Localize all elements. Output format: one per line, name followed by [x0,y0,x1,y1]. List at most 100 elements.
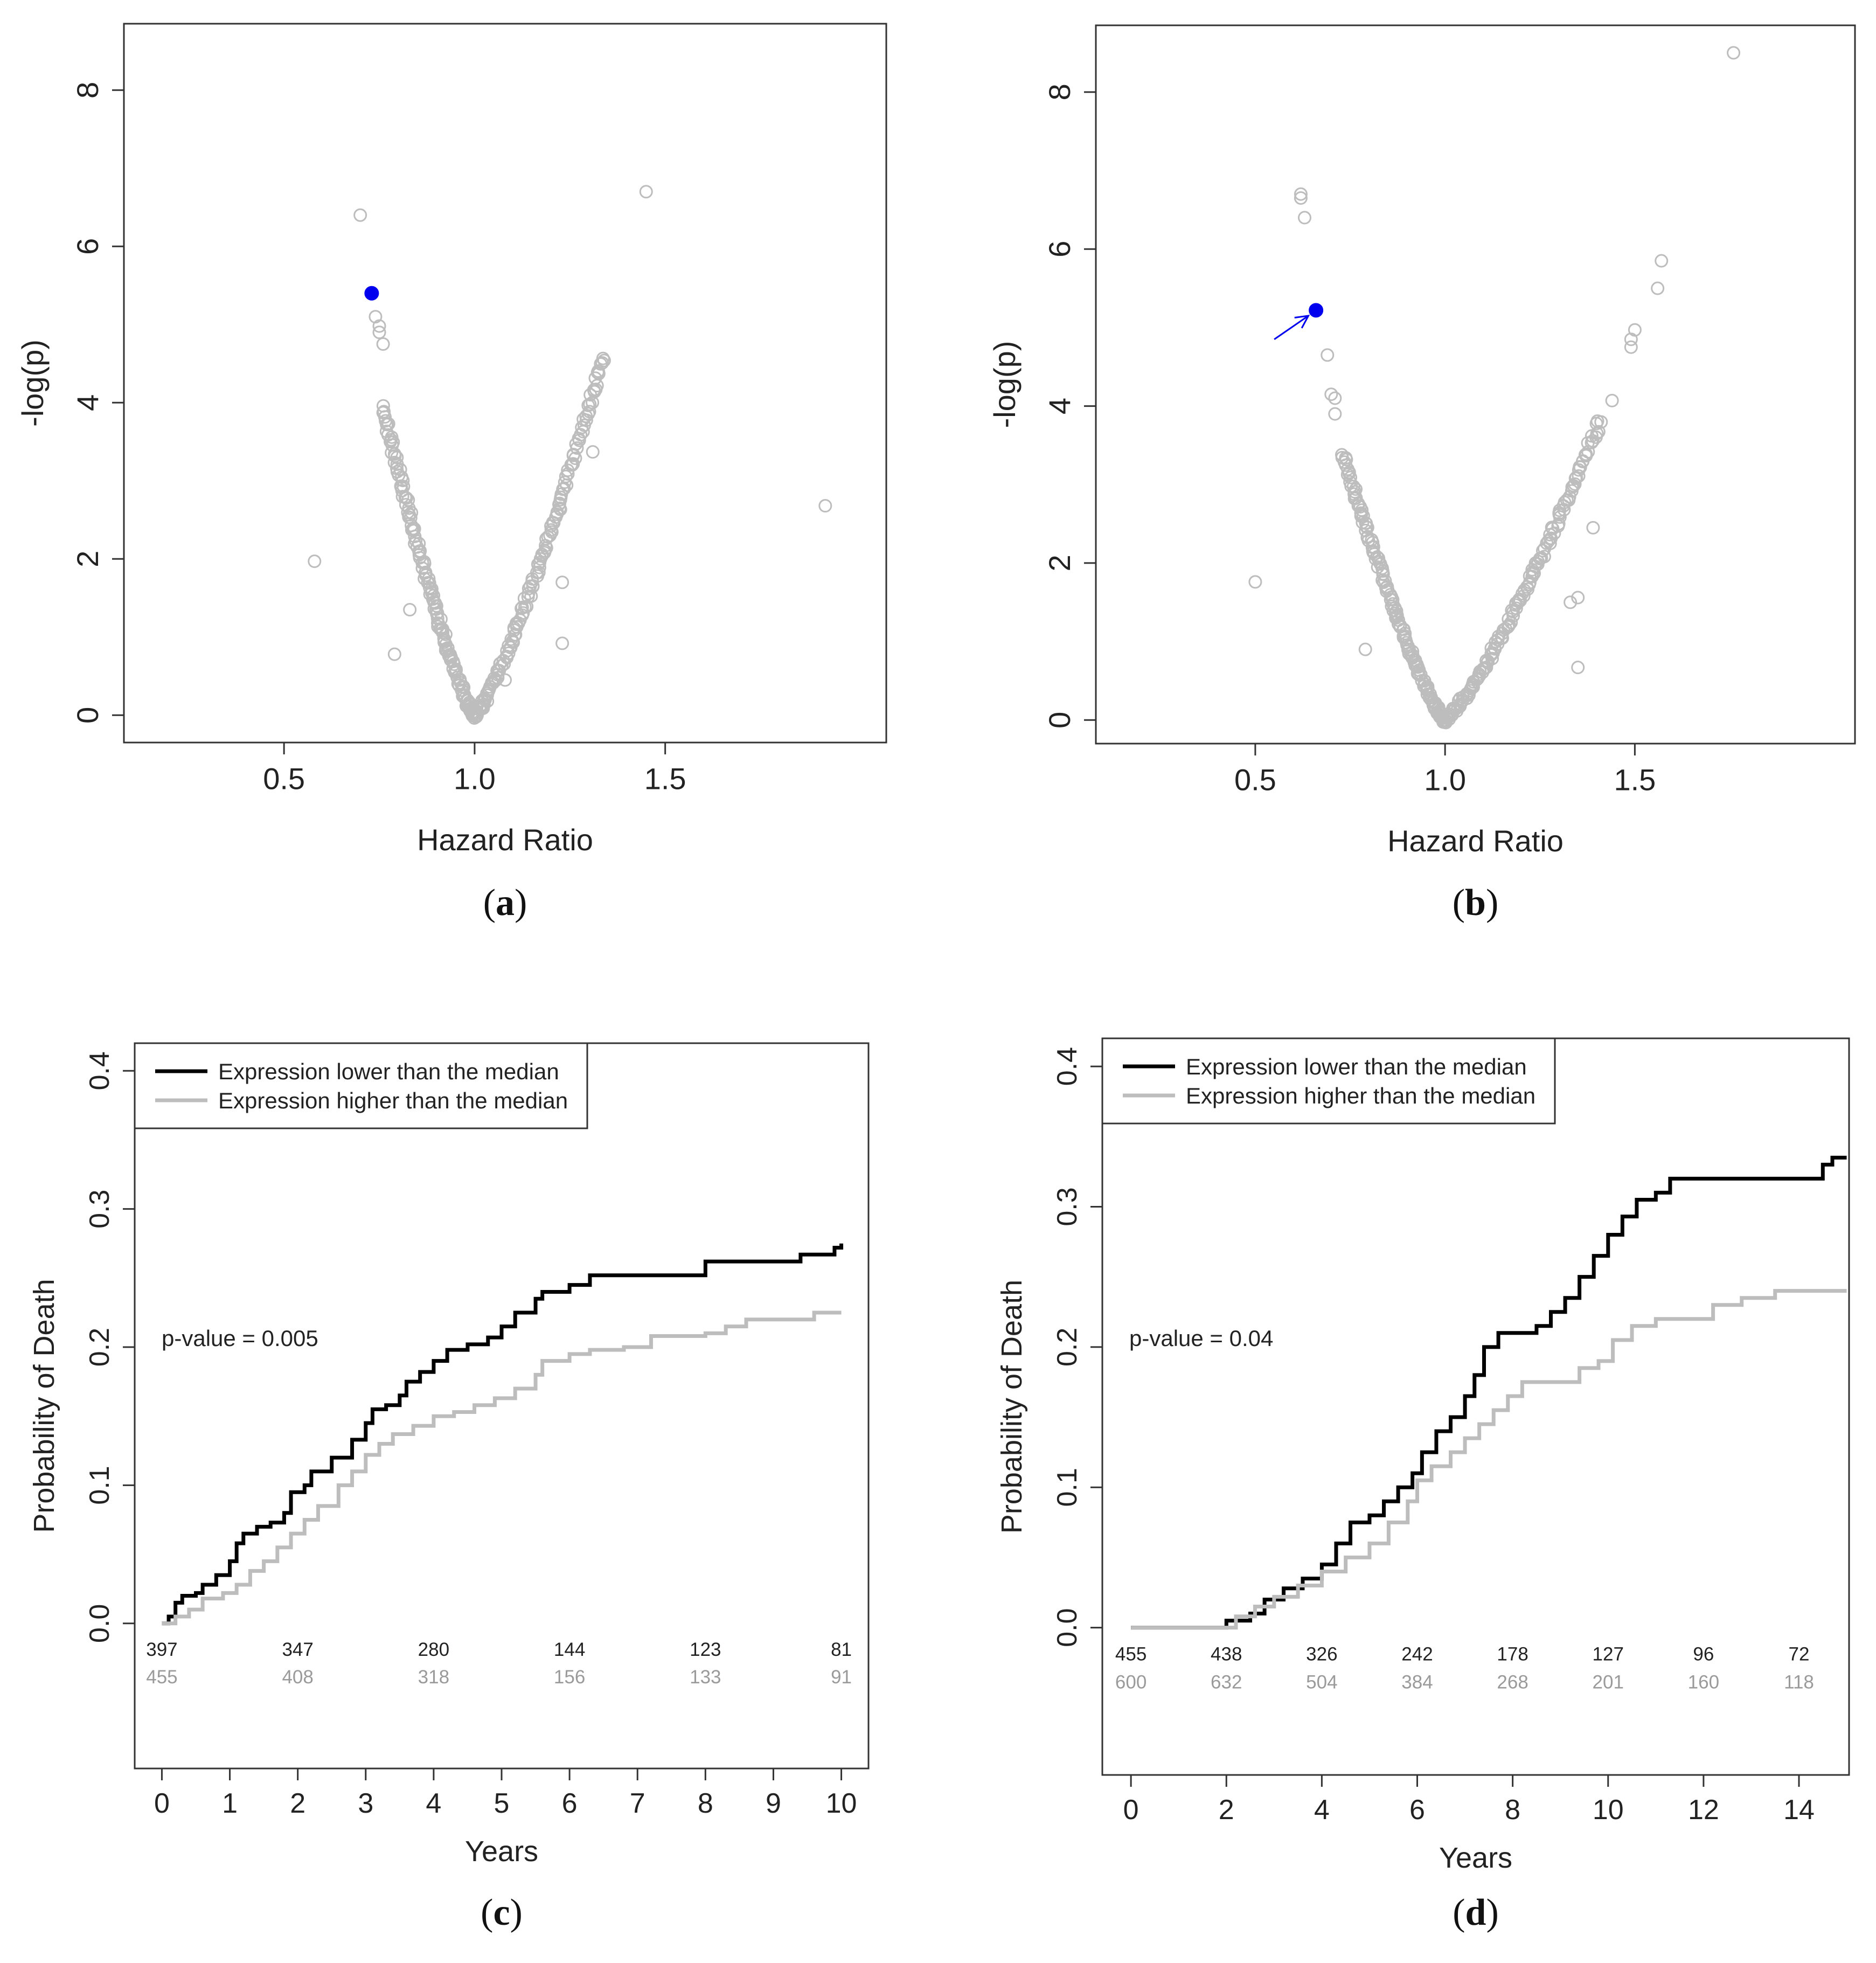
panel-label-letter: c [493,1892,510,1933]
x-axis-title: Hazard Ratio [1387,824,1564,858]
at-risk-higher: 408 [282,1667,313,1688]
x-tick-label: 0 [1123,1794,1139,1826]
at-risk-higher: 118 [1784,1672,1814,1693]
data-point [1248,575,1262,589]
data-point [1294,187,1308,201]
data-point [1537,550,1551,564]
y-tick-label: 8 [71,82,105,99]
at-risk-higher: 160 [1688,1672,1719,1693]
data-point [574,428,588,442]
p-value-annotation: p-value = 0.04 [1129,1326,1273,1351]
panel-b: 0.5 1.0 1.5 0 2 4 6 8 Hazard Ratio -log(p) (b) [988,24,1856,924]
data-point [1568,477,1582,491]
at-risk-lower: 242 [1401,1643,1433,1664]
data-point [412,537,426,551]
y-tick-label: 0.4 [84,1051,115,1090]
data-point [387,647,401,661]
y-tick-label: 6 [1043,241,1076,258]
x-tick-label: 2 [1219,1794,1234,1826]
data-point [431,620,445,634]
panel-a: 0.5 1.0 1.5 0 2 4 6 8 Hazard Ratio -log(p) (a) [16,23,887,924]
legend-label-higher: Expression higher than the median [1186,1083,1535,1108]
p-value-annotation: p-value = 0.005 [162,1326,318,1351]
data-point [1321,348,1335,362]
plot-frame [1095,24,1856,745]
x-tick-label: 12 [1688,1794,1719,1826]
x-tick-label: 1.5 [1614,762,1656,796]
x-tick-label: 9 [766,1788,781,1819]
data-point [1335,448,1349,462]
y-tick-label: 0.4 [1052,1047,1083,1086]
data-point [575,420,589,434]
data-point [1522,577,1536,591]
panel-d: Expression lower than the median Expressi… [996,1037,1850,1933]
at-risk-lower: 127 [1593,1643,1624,1664]
panel-label-open: ( [1453,1892,1465,1933]
data-point [376,399,390,413]
highlight-arrow-head [1294,315,1310,329]
data-point [430,616,444,630]
series-higher-line [1131,1289,1847,1630]
y-axis-title: -log(p) [16,339,50,427]
data-point [379,424,393,438]
data-point [1655,254,1669,268]
at-risk-higher: 268 [1497,1672,1528,1693]
y-axis-title: -log(p) [988,341,1022,428]
plot-frame [123,23,887,744]
data-point [532,565,546,579]
data-point [1297,211,1311,225]
y-tick-label: 0.1 [1052,1468,1083,1507]
y-axis-title: Probability of Death [28,1279,60,1532]
y-tick-label: 0.2 [84,1328,115,1367]
y-tick-label: 0 [1043,712,1076,729]
y-tick-label: 6 [71,238,105,255]
data-point [403,603,417,616]
data-point [395,490,409,504]
at-risk-higher: 133 [690,1667,721,1688]
at-risk-higher: 91 [831,1667,852,1688]
data-point [1328,407,1342,421]
data-point [1572,469,1586,483]
legend-box [134,1042,588,1129]
panel-c: Expression lower than the median Expressi… [28,1042,870,1933]
panel-label-letter: a [496,882,515,924]
x-tick-label: 6 [562,1788,578,1819]
x-tick-label: 1.5 [644,761,686,795]
data-point [433,622,447,636]
data-point [1506,605,1520,619]
data-point [1624,332,1638,346]
data-point [1552,517,1566,531]
x-tick-label: 8 [1505,1794,1520,1826]
data-point [1324,387,1338,401]
y-tick-label: 8 [1043,84,1076,100]
highlight-arrow-shaft [1274,315,1309,340]
data-point [582,405,596,419]
series-higher-line [162,1310,842,1626]
at-risk-lower: 178 [1497,1643,1528,1664]
at-risk-lower: 280 [418,1639,449,1660]
data-point [1294,191,1308,205]
data-point [1340,468,1354,482]
y-tick-label: 0.0 [1052,1608,1083,1647]
data-point [591,364,605,378]
x-tick-label: 4 [1314,1794,1330,1826]
data-point [502,646,516,660]
y-tick-label: 0.3 [1052,1187,1083,1226]
at-risk-lower: 144 [554,1639,585,1660]
data-point [1517,589,1531,603]
y-tick-label: 0.0 [84,1604,115,1643]
data-point [545,525,559,539]
plot-frame [1101,1037,1850,1776]
y-tick-label: 0 [71,707,105,724]
data-point [1727,46,1741,60]
at-risk-higher: 201 [1593,1672,1624,1693]
data-point [1594,415,1608,429]
data-point [1358,642,1372,656]
panel-label-letter: b [1465,882,1486,924]
at-risk-higher: 600 [1115,1672,1147,1693]
at-risk-lower: 72 [1789,1643,1810,1664]
data-point [818,499,832,513]
panel-label: (d) [1453,1892,1499,1933]
data-point [1564,595,1578,609]
